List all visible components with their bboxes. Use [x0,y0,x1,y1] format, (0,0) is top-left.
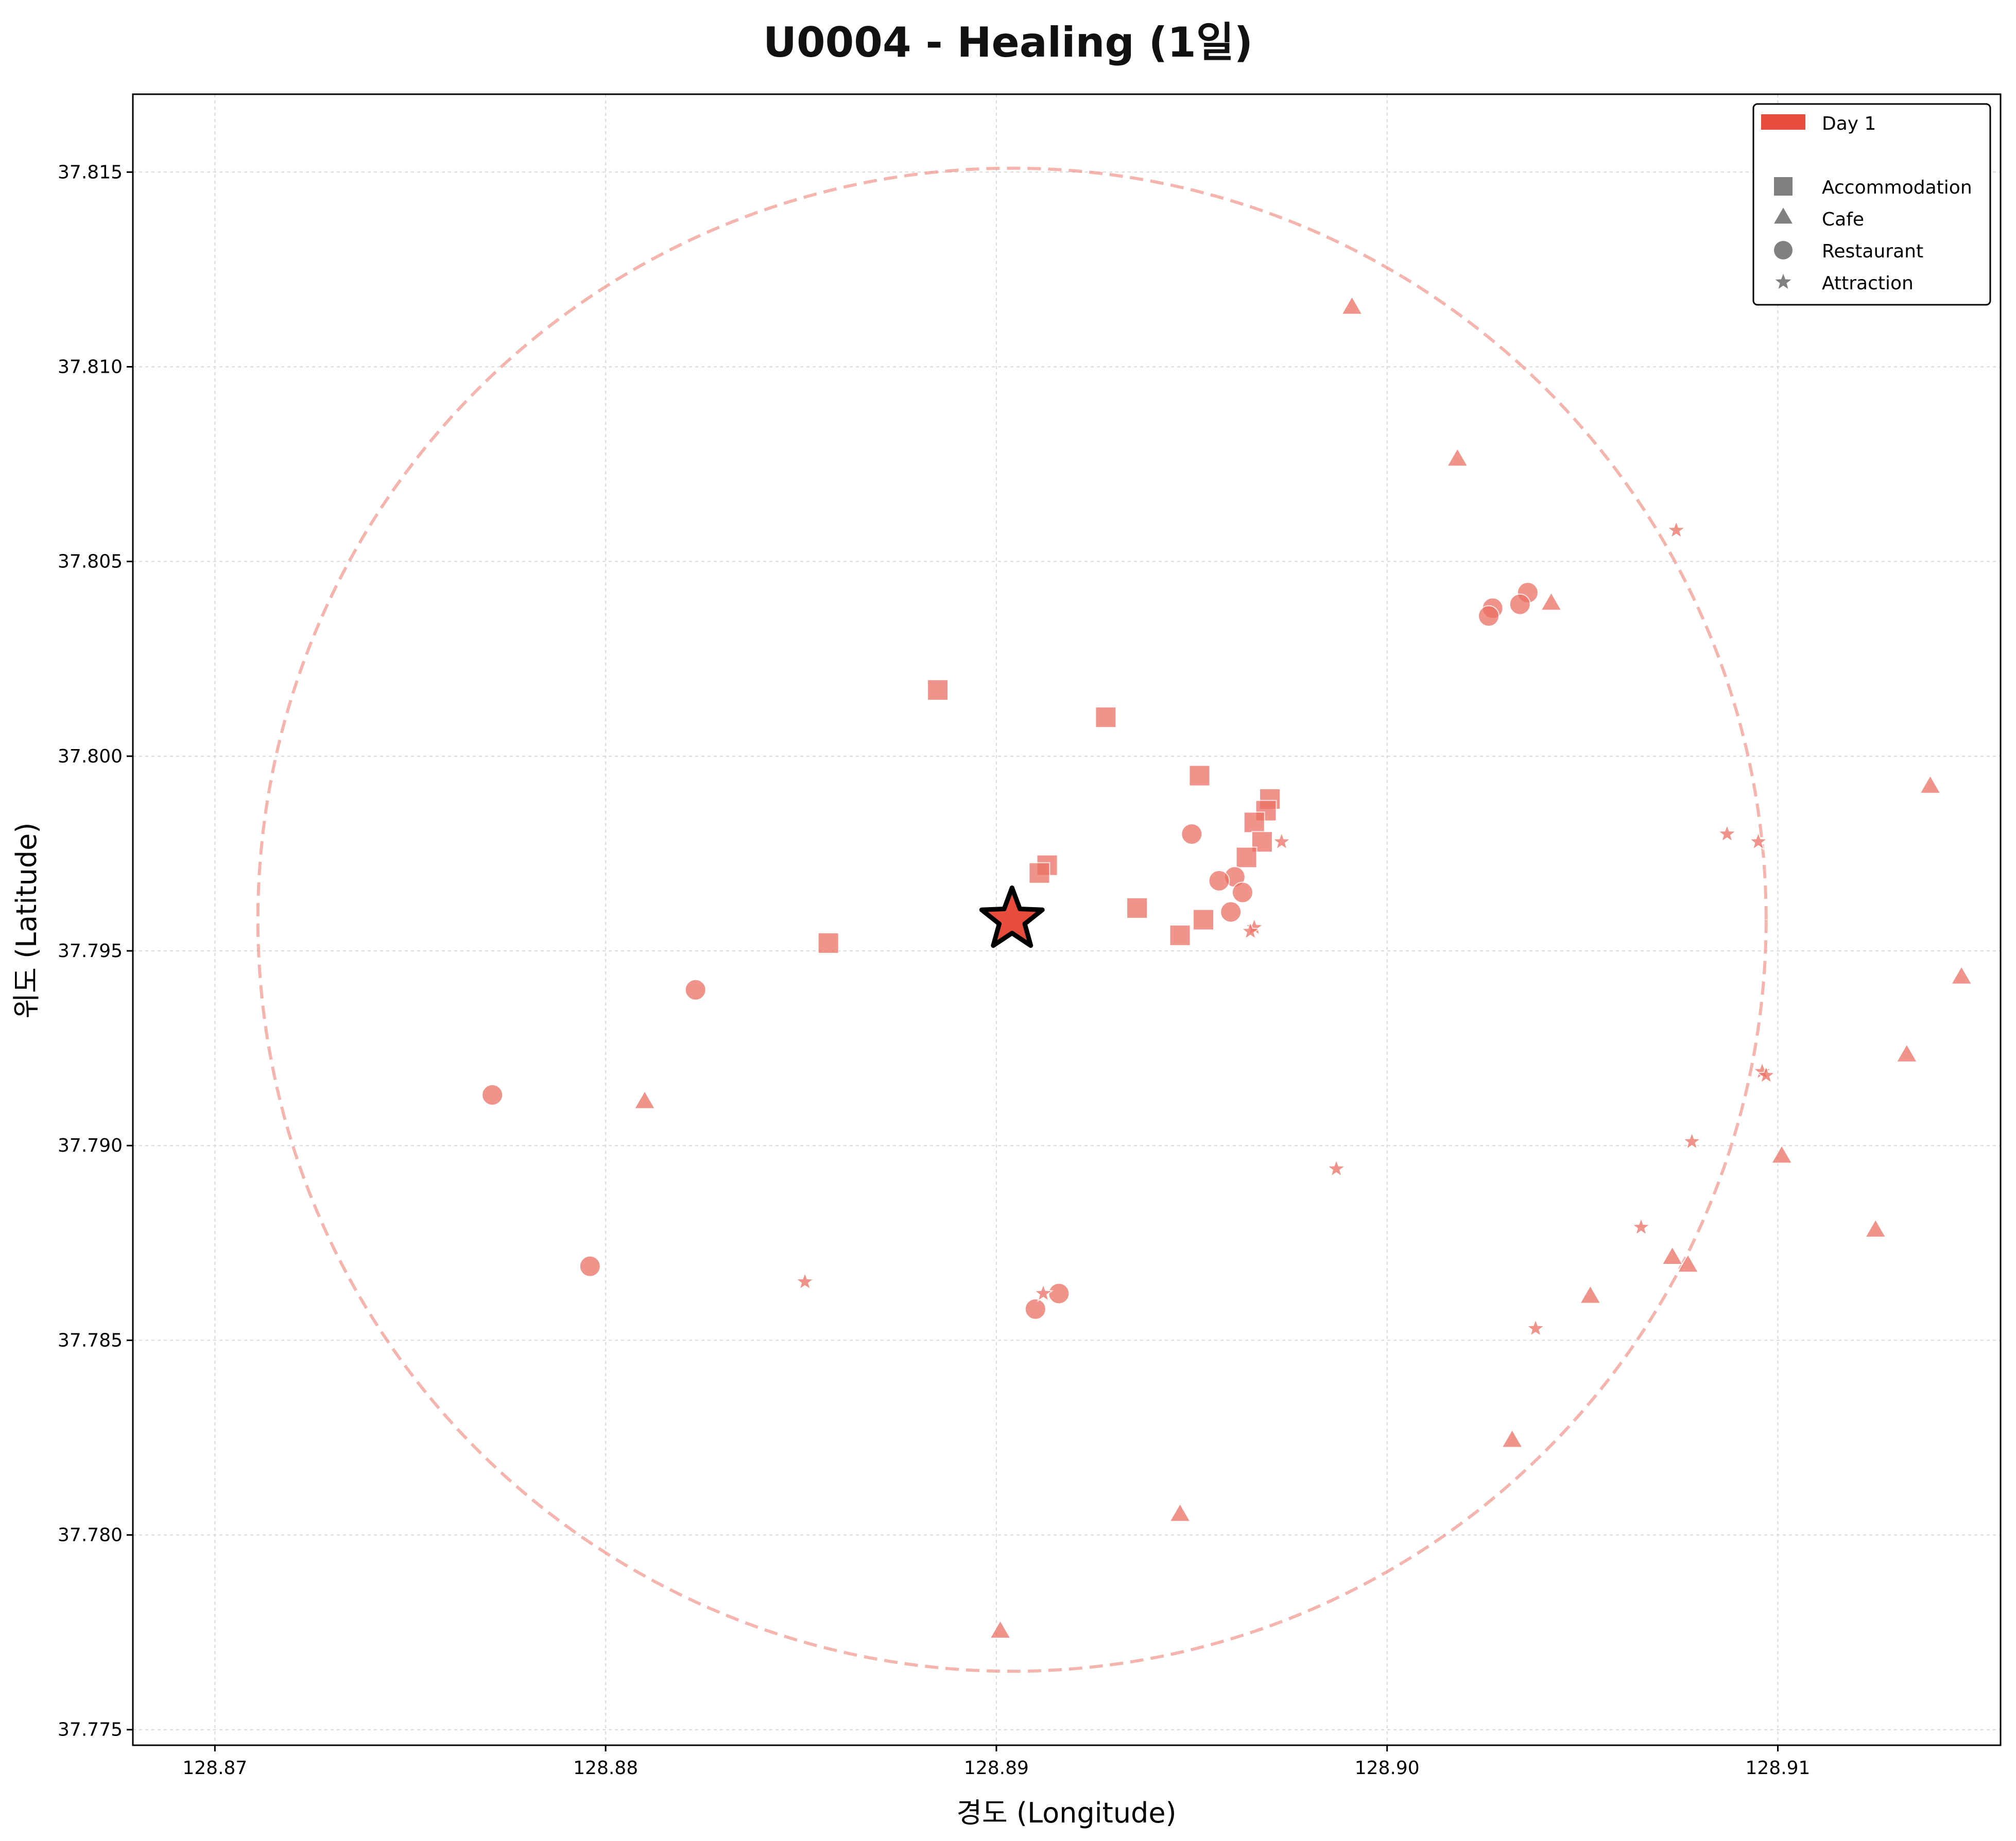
cafe-point [1950,965,1973,985]
y-tick-label: 37.800 [58,746,123,767]
cafe-point [1168,1502,1192,1522]
accommodation-point [1243,811,1265,833]
data-points [481,296,1973,1639]
legend-day1-swatch [1761,114,1805,130]
attraction-point [1631,1217,1651,1236]
restaurant-point [579,1255,601,1277]
cafe-point [1540,591,1563,611]
restaurant-point [1181,823,1203,845]
y-tick-label: 37.815 [58,162,123,183]
cafe-point [1919,774,1942,794]
plot-frame [132,93,2002,1746]
legend-attraction-marker [1775,273,1791,289]
restaurant-point [1048,1282,1070,1305]
y-axis-ticks: 37.775 37.780 37.785 37.790 37.795 37.800 37.8… [58,162,133,1741]
restaurant-point [1231,881,1253,904]
cafe-point [1896,1043,1918,1063]
center-marker-layer [979,885,1045,948]
attraction-point [1525,1317,1546,1338]
x-tick-label: 128.91 [1746,1758,1811,1779]
cafe-point [1677,1253,1699,1273]
cafe-point [989,1619,1012,1639]
x-tick-label: 128.89 [964,1758,1029,1779]
legend-accommodation-marker [1774,177,1793,196]
chart-title: U0004 - Healing (1일) [763,19,1253,66]
cafe-point [1579,1284,1601,1304]
grid-lines [133,94,2001,1745]
attraction-point [795,1271,815,1291]
accommodation-point [1095,706,1117,728]
cafe-point [1661,1245,1684,1265]
restaurant-point [1024,1298,1046,1320]
y-tick-label: 37.790 [58,1135,123,1156]
attraction-point [1755,1065,1777,1084]
accommodation-point [817,932,839,954]
accommodation-point [1235,846,1257,869]
accommodation-point [1193,909,1215,931]
restaurant-point [1220,901,1242,923]
restaurant-point [481,1084,504,1106]
cafe-point [1501,1429,1524,1448]
x-tick-label: 128.87 [182,1758,247,1779]
attraction-point [1240,920,1261,941]
legend-marker-items: Accommodation Cafe Restaurant Attraction [1774,177,1972,294]
accommodation-point [1188,765,1211,787]
accommodation-point [1028,862,1050,884]
legend-attraction-label: Attraction [1822,273,1914,294]
legend-restaurant-label: Restaurant [1822,241,1923,262]
attraction-point [1681,1131,1702,1151]
y-tick-label: 37.810 [58,356,123,377]
x-tick-label: 128.88 [573,1758,638,1779]
x-tick-label: 128.90 [1355,1758,1420,1779]
accommodation-point [1169,924,1191,946]
restaurant-point [1477,605,1500,627]
attraction-point [1033,1282,1054,1302]
y-tick-label: 37.775 [58,1720,123,1741]
attraction-point [1326,1158,1347,1178]
y-tick-label: 37.805 [58,551,123,572]
radius-circle-layer [256,166,1768,1673]
cafe-point [633,1089,656,1109]
attraction-point [1748,831,1769,851]
cafe-point [1864,1218,1887,1238]
accommodation-point [1255,800,1277,822]
accommodation-point [927,679,949,701]
accommodation-point [1126,897,1148,919]
attraction-point [1716,823,1737,843]
x-axis-ticks: 128.87 128.88 128.89 128.90 128.91 [182,1745,1810,1779]
legend-accommodation-label: Accommodation [1822,177,1972,198]
radius-circle [256,166,1768,1673]
restaurant-point [1208,870,1230,892]
y-tick-label: 37.785 [58,1330,123,1351]
legend-cafe-marker [1774,207,1793,224]
restaurant-point [684,979,707,1001]
cafe-point [1446,447,1469,467]
cafe-point [1770,1144,1793,1164]
y-tick-label: 37.795 [58,941,123,962]
legend-cafe-label: Cafe [1822,209,1864,230]
x-axis-title: 경도 (Longitude) [956,1797,1176,1829]
cafe-point [1340,296,1364,315]
legend-restaurant-marker [1774,241,1793,259]
restaurant-point [1509,593,1531,615]
attraction-point [1666,519,1687,540]
center-start-star [979,885,1045,948]
legend: Day 1 Accommodation Cafe Restaurant Attract… [1752,103,1991,306]
y-tick-label: 37.780 [58,1525,123,1546]
legend-box [1752,103,1991,306]
legend-day1-label: Day 1 [1822,113,1876,134]
attraction-point [1271,831,1292,851]
y-axis-title: 위도 (Latitude) [10,823,43,1019]
